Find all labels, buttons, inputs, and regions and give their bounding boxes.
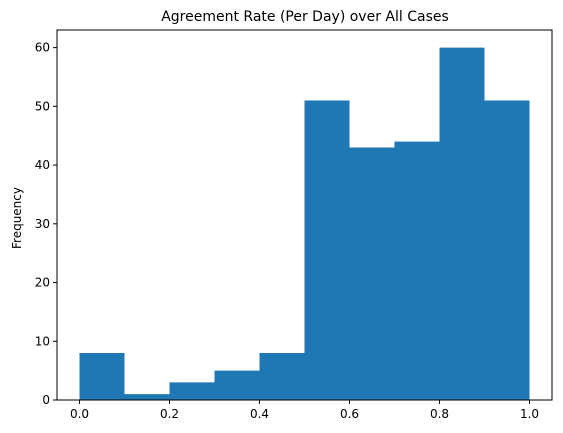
x-tick-label: 1.0 — [520, 407, 539, 421]
y-axis-label: Frequency — [10, 187, 24, 249]
histogram-bar — [169, 382, 215, 400]
y-tick-label: 50 — [35, 99, 50, 113]
histogram-bar — [214, 370, 260, 400]
x-tick-label: 0.6 — [340, 407, 359, 421]
axes-layer: 0.0 0.2 0.4 0.6 0.8 1.0 0 10 20 30 40 50 60 — [35, 29, 553, 421]
x-tick-label: 0.2 — [160, 407, 179, 421]
histogram-bar — [484, 100, 530, 400]
y-tick-label: 10 — [35, 334, 50, 348]
histogram-bar — [394, 141, 440, 401]
x-tick-label: 0.4 — [250, 407, 269, 421]
y-tick-label: 20 — [35, 276, 50, 290]
histogram-bar — [304, 100, 350, 400]
chart-title: Agreement Rate (Per Day) over All Cases — [161, 9, 449, 25]
histogram-bar — [259, 353, 305, 400]
histogram-bar — [124, 394, 170, 400]
bars-layer — [79, 47, 530, 401]
x-tick-label: 0.0 — [70, 407, 89, 421]
plot-frame — [56, 29, 553, 401]
y-tick-label: 30 — [35, 217, 50, 231]
histogram-bar — [439, 47, 485, 400]
histogram-bar — [349, 147, 395, 400]
x-tick-label: 0.8 — [430, 407, 449, 421]
histogram-bar — [79, 353, 125, 400]
y-tick-label: 40 — [35, 158, 50, 172]
y-tick-label: 60 — [35, 41, 50, 55]
y-tick-label: 0 — [42, 393, 50, 407]
